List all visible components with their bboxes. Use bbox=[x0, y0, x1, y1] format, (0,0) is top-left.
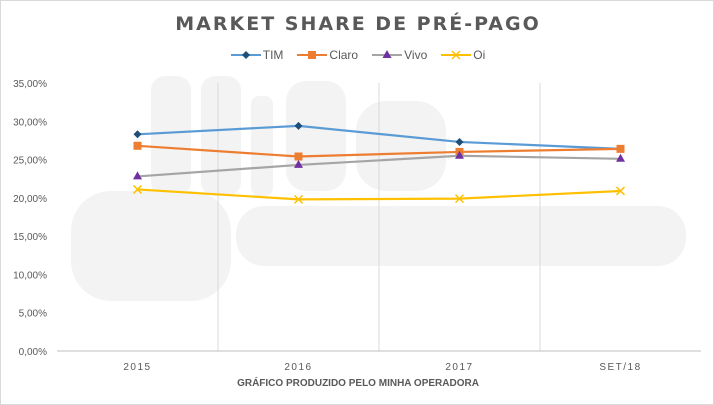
series-line bbox=[137, 188, 621, 201]
watermark-shapes bbox=[71, 76, 686, 301]
marker-diamond bbox=[133, 130, 142, 139]
watermark-shape bbox=[151, 76, 191, 196]
watermark-shape bbox=[71, 191, 231, 301]
y-tick-label: 20,00% bbox=[13, 194, 47, 205]
marker-triangle bbox=[616, 153, 625, 162]
marker-square bbox=[616, 144, 625, 153]
series-vivo bbox=[133, 150, 625, 180]
y-tick-label: 15,00% bbox=[13, 232, 47, 243]
y-tick-label: 0,00% bbox=[19, 347, 47, 358]
marker-x-stroke bbox=[451, 50, 461, 60]
marker-square bbox=[294, 152, 303, 161]
marker-x-stroke bbox=[132, 184, 143, 194]
y-tick-label: 25,00% bbox=[13, 156, 47, 167]
marker-triangle bbox=[455, 150, 464, 159]
marker-x-stroke bbox=[615, 186, 626, 196]
legend-item-vivo: Vivo bbox=[372, 48, 427, 62]
legend-item-oi: Oi bbox=[441, 48, 485, 62]
legend-swatch bbox=[441, 50, 472, 60]
series-line bbox=[137, 154, 621, 178]
series-line bbox=[137, 144, 621, 158]
y-tick-label: 5,00% bbox=[19, 309, 47, 320]
marker-diamond bbox=[241, 51, 250, 59]
legend-item-tim: TIM bbox=[230, 48, 284, 62]
marker-x bbox=[615, 186, 626, 196]
watermark-shape bbox=[251, 96, 273, 196]
series-oi bbox=[132, 184, 626, 204]
x-tick-label: 2015 bbox=[123, 362, 151, 373]
watermark-shape bbox=[201, 76, 241, 196]
marker-x bbox=[293, 194, 304, 204]
marker-square bbox=[133, 141, 142, 150]
marker-diamond bbox=[455, 137, 464, 146]
legend-swatch bbox=[372, 50, 403, 58]
legend-swatch bbox=[230, 51, 261, 59]
legend-label: Claro bbox=[329, 48, 359, 62]
marker-diamond bbox=[294, 121, 303, 130]
marker-square bbox=[308, 51, 317, 59]
legend-label: TIM bbox=[262, 48, 284, 62]
x-tick-label: SET/18 bbox=[599, 362, 641, 373]
marker-triangle bbox=[382, 50, 392, 58]
x-tick-label: 2017 bbox=[445, 362, 473, 373]
marker-triangle bbox=[133, 171, 142, 180]
watermark-shape bbox=[236, 206, 686, 266]
legend-item-claro: Claro bbox=[297, 48, 358, 62]
legend-label: Oi bbox=[473, 48, 486, 62]
chart-title: MARKET SHARE DE PRÉ-PAGO bbox=[175, 13, 541, 35]
series-line bbox=[137, 124, 621, 150]
marker-triangle bbox=[294, 159, 303, 168]
marker-x-stroke bbox=[454, 194, 465, 204]
legend: TIM Claro Vivo Oi bbox=[1, 48, 713, 62]
x-axis-label: GRÁFICO PRODUZIDO PELO MINHA OPERADORA bbox=[237, 378, 479, 389]
legend-swatch bbox=[297, 51, 328, 59]
y-tick-label: 10,00% bbox=[13, 270, 47, 281]
marker-x bbox=[451, 50, 461, 60]
y-tick-label: 30,00% bbox=[13, 117, 47, 128]
marker-x bbox=[132, 184, 143, 194]
legend-label: Vivo bbox=[404, 48, 428, 62]
marker-x bbox=[454, 194, 465, 204]
x-tick-label: 2016 bbox=[284, 362, 312, 373]
y-tick-label: 35,00% bbox=[13, 79, 47, 90]
marker-x-stroke bbox=[293, 194, 304, 204]
